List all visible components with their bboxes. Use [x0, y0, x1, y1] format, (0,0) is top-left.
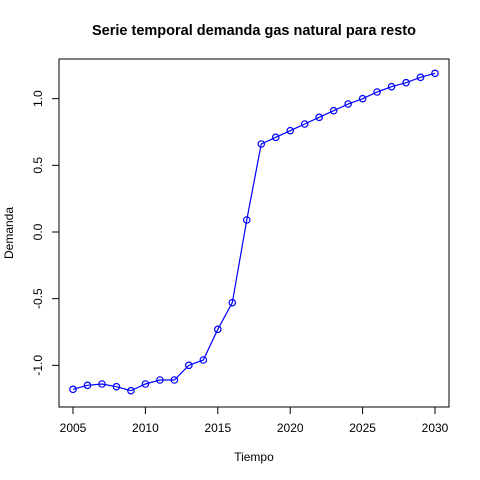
- data-point: [315, 113, 323, 122]
- y-tick-label: 0.0: [31, 223, 45, 240]
- y-axis-label: Demanda: [2, 207, 16, 259]
- x-tick-label: 2005: [60, 421, 87, 435]
- y-tick-label: -1.0: [31, 355, 45, 376]
- chart-title: Serie temporal demanda gas natural para …: [92, 23, 416, 39]
- data-point: [83, 381, 92, 390]
- x-tick-label: 2030: [422, 421, 449, 435]
- plot-frame: [58, 58, 450, 408]
- data-point: [257, 140, 266, 148]
- data-point: [228, 298, 237, 307]
- data-point: [358, 94, 367, 103]
- y-tick-label: 1.0: [31, 90, 45, 107]
- x-tick-label: 2020: [277, 421, 304, 435]
- data-point: [431, 69, 439, 78]
- data-point: [199, 356, 208, 364]
- data-point: [416, 73, 425, 82]
- x-axis-label: Tiempo: [234, 450, 274, 464]
- data-point: [156, 376, 164, 384]
- y-tick-label: 0.5: [31, 157, 45, 174]
- data-point: [242, 216, 251, 224]
- x-tick-label: 2015: [204, 421, 231, 435]
- data-point: [344, 100, 352, 108]
- data-point: [141, 380, 150, 388]
- data-point: [286, 126, 295, 135]
- y-tick-label: -0.5: [31, 288, 45, 309]
- data-point: [271, 133, 280, 142]
- data-point: [402, 78, 410, 87]
- data-point: [112, 382, 121, 391]
- data-point: [329, 106, 338, 115]
- series-layer: [69, 69, 439, 395]
- y-axis: -1.0 -0.5 0.0 0.5 1.0: [31, 90, 60, 376]
- data-point: [170, 376, 179, 384]
- data-point: [373, 88, 381, 96]
- series-line: [72, 72, 436, 392]
- data-point: [387, 82, 396, 91]
- x-tick-label: 2025: [349, 421, 376, 435]
- data-point: [127, 386, 135, 395]
- x-axis: 2005 2010 2015 2020 2025 2030: [60, 406, 449, 435]
- x-tick-label: 2010: [132, 421, 159, 435]
- data-point: [214, 325, 222, 334]
- data-point: [69, 385, 77, 394]
- data-point: [300, 120, 309, 128]
- data-point: [98, 380, 106, 388]
- data-point: [185, 361, 193, 370]
